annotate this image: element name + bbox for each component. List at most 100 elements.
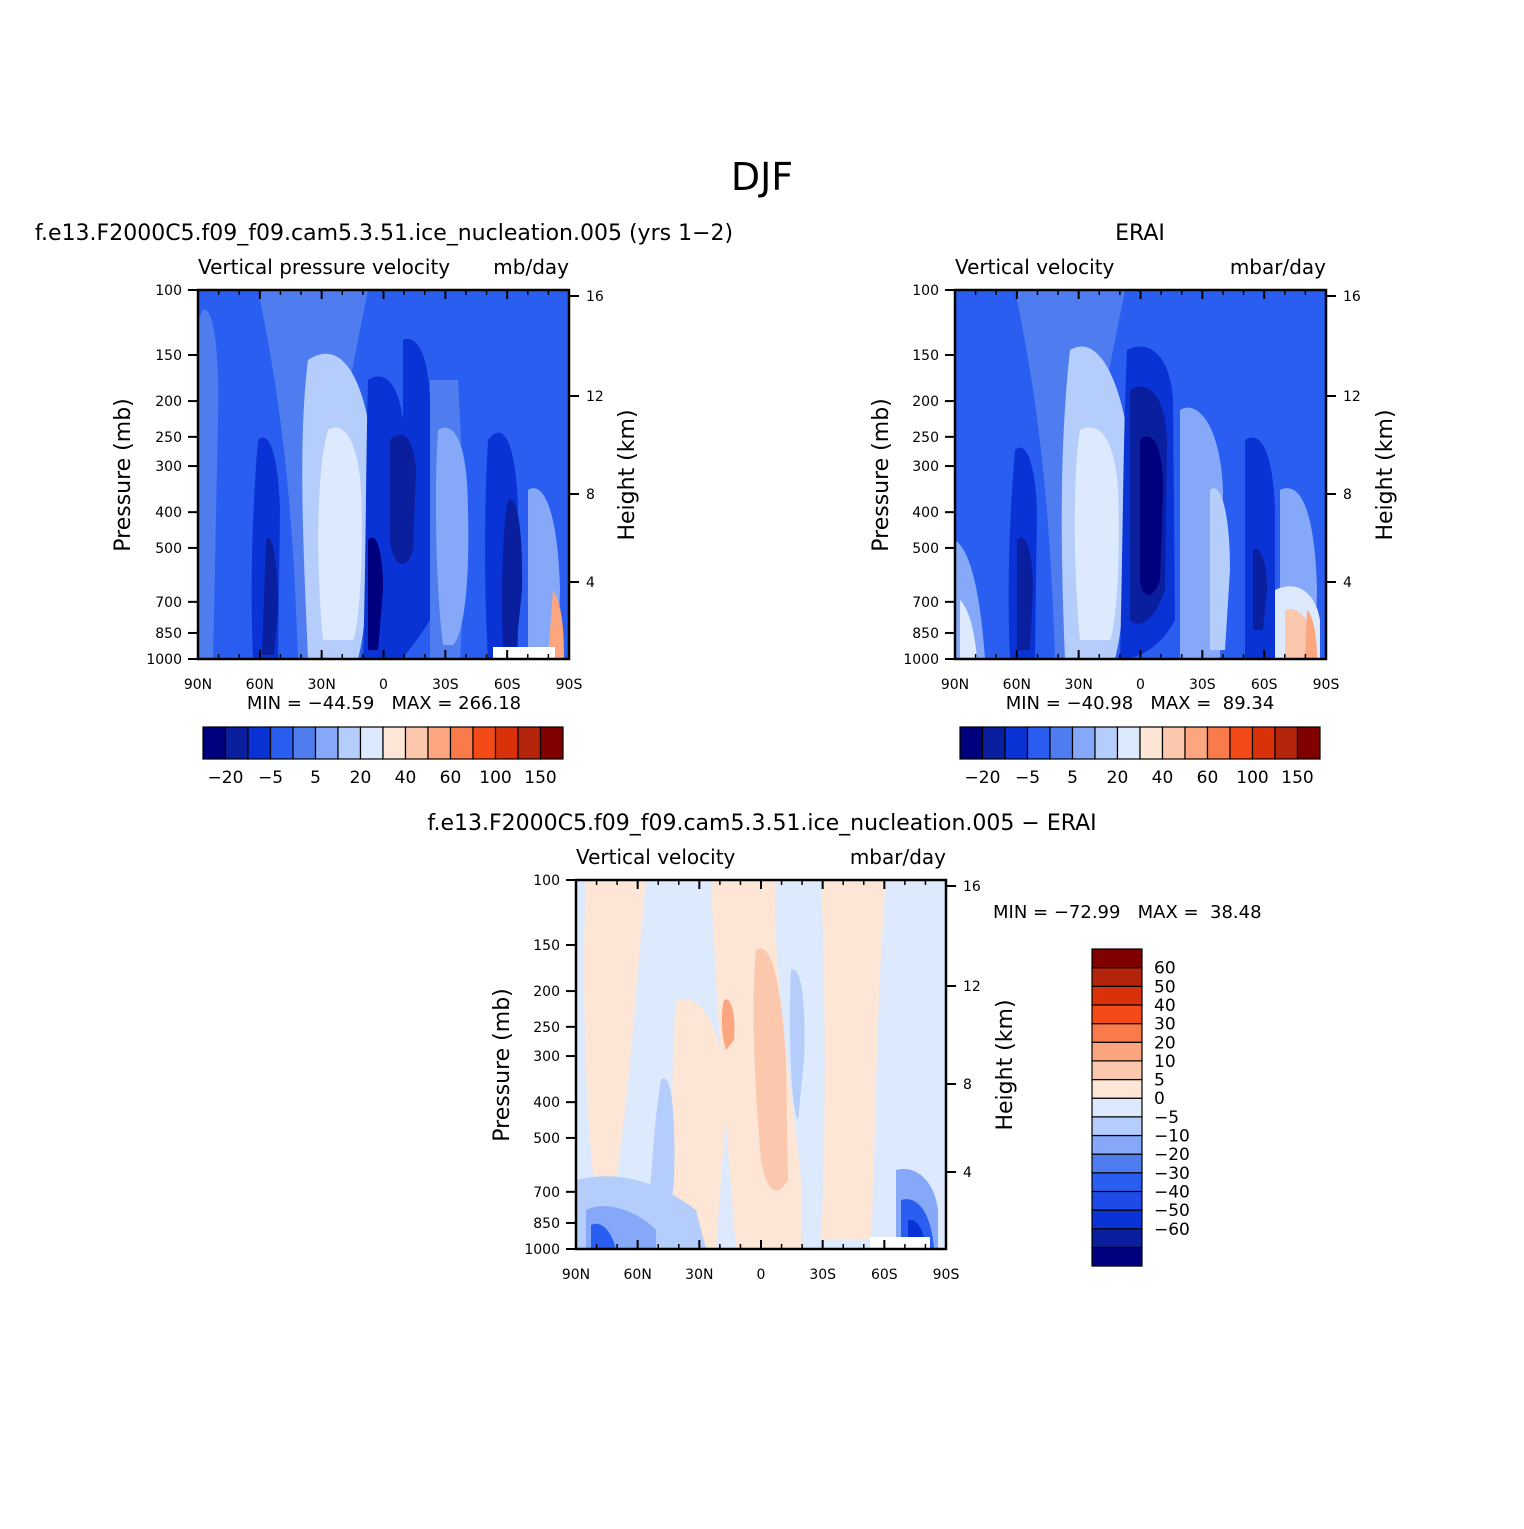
pressure-tick-label: 300	[912, 459, 939, 475]
colorbar-swatch	[449, 726, 474, 760]
height-tick-label: 8	[1343, 487, 1352, 503]
panel-obs-minmax: MIN = −40.98 MAX = 89.34	[1006, 693, 1275, 714]
colorbar-label: −5	[1154, 1108, 1179, 1128]
colorbar-swatch	[1091, 1209, 1143, 1230]
x-tick-label: 30N	[308, 677, 336, 693]
colorbar-label: −20	[1154, 1145, 1190, 1165]
height-tick-label: 8	[586, 487, 595, 503]
contour-band	[1253, 549, 1267, 630]
panel-model-y2label: Height (km)	[615, 409, 640, 540]
figure-title: DJF	[731, 155, 793, 199]
panel-diff-right-label: mbar/day	[850, 845, 946, 869]
colorbar-swatch	[959, 726, 984, 760]
x-tick-label: 60N	[246, 677, 274, 693]
panel-model-right-label: mb/day	[493, 255, 569, 279]
contour-band	[262, 538, 278, 655]
pressure-tick-label: 300	[533, 1049, 560, 1065]
colorbar-label: 30	[1154, 1015, 1176, 1035]
colorbar-label: 40	[1154, 996, 1176, 1016]
colorbar-label: 5	[1154, 1071, 1165, 1091]
colorbar-swatch	[1139, 726, 1164, 760]
x-tick-label: 30S	[809, 1267, 836, 1283]
colorbar-swatch	[1004, 726, 1029, 760]
x-tick-label: 0	[1136, 677, 1145, 693]
contour-band	[753, 948, 788, 1191]
colorbar-swatch	[247, 726, 272, 760]
colorbar-swatch	[1091, 1134, 1143, 1155]
pressure-tick-label: 250	[155, 430, 182, 446]
panel-obs-ylabel: Pressure (mb)	[869, 398, 894, 552]
colorbar-swatch	[337, 726, 362, 760]
height-tick-label: 4	[1343, 575, 1352, 591]
colorbar-label: 20	[1107, 768, 1129, 788]
pressure-tick-label: 500	[533, 1131, 560, 1147]
panel-obs-left-label: Vertical velocity	[955, 255, 1115, 279]
colorbar-swatch	[1091, 1097, 1143, 1118]
pressure-tick-label: 300	[155, 459, 182, 475]
panel-obs: ERAI Vertical velocity mbar/day 90N 60N 30	[869, 221, 1398, 714]
x-tick-label: 90S	[556, 677, 583, 693]
colorbar-model: −20 −5 5 20 40 60 100 150	[202, 726, 564, 788]
pressure-tick-label: 500	[912, 541, 939, 557]
pressure-tick-label: 150	[155, 348, 182, 364]
colorbar-swatch	[224, 726, 249, 760]
colorbar-label: 40	[395, 768, 417, 788]
colorbar-swatch	[1161, 726, 1186, 760]
height-tick-label: 16	[963, 879, 981, 895]
x-tick-label: 60N	[624, 1267, 652, 1283]
contour-band	[548, 590, 564, 659]
pressure-tick-label: 700	[533, 1185, 560, 1201]
contour-band	[198, 309, 219, 659]
contour-band	[1140, 436, 1163, 595]
colorbar-swatch	[1184, 726, 1209, 760]
contour-band	[368, 537, 383, 650]
x-tick-label: 90N	[562, 1267, 590, 1283]
colorbar-swatch	[1091, 1172, 1143, 1193]
pressure-tick-label: 200	[155, 394, 182, 410]
contour-band	[502, 499, 523, 650]
height-tick-label: 4	[963, 1165, 972, 1181]
contour-band	[1210, 488, 1230, 650]
colorbar-swatch	[517, 726, 542, 760]
colorbar-swatch	[269, 726, 294, 760]
pressure-tick-label: 200	[912, 394, 939, 410]
colorbar-swatch	[1094, 726, 1119, 760]
colorbar-label: −40	[1154, 1182, 1190, 1202]
colorbar-swatch	[1116, 726, 1141, 760]
colorbar-label: 5	[1067, 768, 1078, 788]
colorbar-swatch	[1026, 726, 1051, 760]
colorbar-swatch	[292, 726, 317, 760]
panel-obs-title: ERAI	[1115, 221, 1165, 246]
colorbar-swatch	[427, 726, 452, 760]
colorbar-swatch	[1091, 1246, 1143, 1267]
pressure-tick-label: 250	[533, 1020, 560, 1036]
colorbar-label: −5	[1015, 768, 1040, 788]
x-tick-label: 90N	[184, 677, 212, 693]
x-tick-label: 60N	[1003, 677, 1031, 693]
pressure-tick-label: 150	[912, 348, 939, 364]
panel-diff: f.e13.F2000C5.f09_f09.cam5.3.51.ice_nucl…	[427, 811, 1261, 1283]
x-tick-label: 0	[757, 1267, 766, 1283]
pressure-tick-label: 1000	[146, 652, 182, 668]
height-tick-label: 12	[586, 389, 604, 405]
colorbar-swatch	[1091, 1116, 1143, 1137]
contour-band	[789, 969, 805, 1120]
contour-band	[403, 338, 430, 659]
colorbar-label: 150	[524, 768, 556, 788]
panel-obs-plot: 90N 60N 30N 0 30S 60S 90S 100 150 200 250 300 400 500…	[903, 283, 1361, 693]
contour-band	[1074, 427, 1119, 640]
colorbar-swatch	[981, 726, 1006, 760]
colorbar-label: 100	[479, 768, 511, 788]
colorbar-swatch	[1251, 726, 1276, 760]
panel-obs-right-label: mbar/day	[1230, 255, 1326, 279]
height-tick-label: 16	[1343, 289, 1361, 305]
colorbar-swatch	[359, 726, 384, 760]
colorbar-label: −5	[258, 768, 283, 788]
x-tick-label: 60S	[494, 677, 521, 693]
pressure-tick-label: 100	[533, 873, 560, 889]
colorbar-label: 40	[1152, 768, 1174, 788]
pressure-tick-label: 1000	[903, 652, 939, 668]
x-tick-label: 90N	[941, 677, 969, 693]
colorbar-swatch	[314, 726, 339, 760]
